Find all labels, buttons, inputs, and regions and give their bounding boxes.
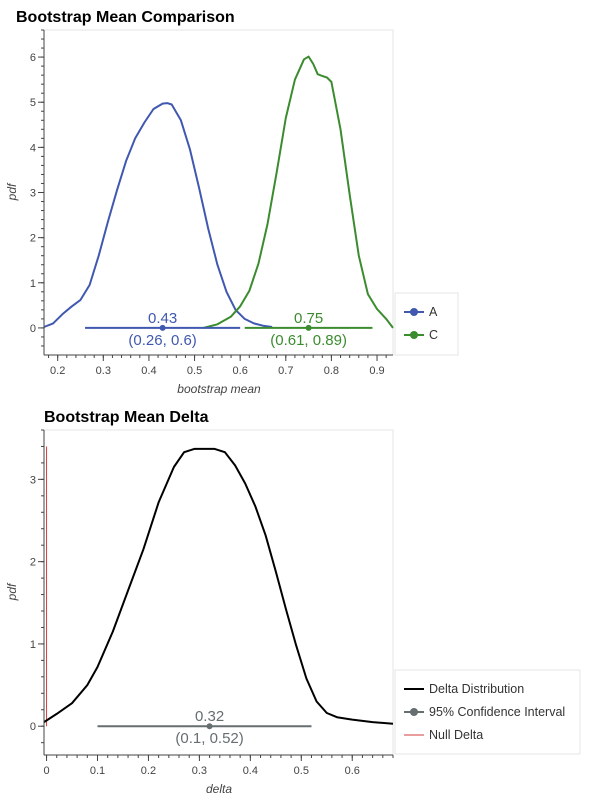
y-tick-label-comparison: 3 [30,188,36,200]
legend-item-a[interactable]: A [404,305,438,319]
legend-item-confidence-interval[interactable]: 95% Confidence Interval [404,705,565,719]
mean-marker-a [159,324,166,331]
plot-frame-delta [43,429,394,756]
x-tick-label-delta: 0.5 [294,765,309,777]
x-axis-label-delta: delta [206,782,232,796]
x-tick-label-delta: 0.4 [243,765,258,777]
y-tick-label-delta: 3 [30,474,36,486]
ci-label-c: (0.61, 0.89) [270,332,347,349]
legend-marker-c [410,331,418,339]
mean-marker-delta [206,723,213,730]
y-tick-label-comparison: 6 [30,52,36,64]
mean-label-c: 0.75 [294,310,323,327]
mean-label-a: 0.43 [148,310,177,327]
y-axis-label-comparison: pdf [5,182,19,201]
annotations-delta: 0.32 (0.1, 0.52) [97,708,312,747]
x-tick-label-delta: 0.6 [345,765,360,777]
legend-marker-a [410,308,418,316]
x-tick-label-delta: 0 [43,765,49,777]
density-curve-delta [43,447,394,725]
x-tick-label-comparison: 0.2 [50,365,65,377]
y-tick-label-comparison: 4 [30,142,36,154]
x-tick-label-delta: 0.1 [90,765,105,777]
y-tick-label-delta: 1 [30,639,36,651]
mean-marker-c [305,324,312,331]
legend-label-a: A [429,305,438,319]
y-axis-label-delta: pdf [5,582,19,601]
y-tick-label-delta: 2 [30,557,36,569]
legend-comparison: A C [394,292,459,356]
legend-label-c: C [429,328,438,342]
ci-label-a: (0.26, 0.6) [128,332,196,349]
x-tick-label-delta: 0.2 [141,765,156,777]
series-curves-comparison [43,55,394,329]
x-axis-comparison: 0.2 0.3 0.4 0.5 0.6 0.7 0.8 0.9 [44,354,393,377]
legend-label-confidence-interval: 95% Confidence Interval [429,705,565,719]
legend-marker-confidence-interval [410,708,418,716]
y-tick-label-comparison: 0 [30,323,36,335]
chart-comparison: Bootstrap Mean Comparison 0 1 2 3 4 5 6 0.2 0.3… [5,9,459,396]
legend-delta: Delta Distribution 95% Confidence Interv… [394,669,581,755]
y-tick-label-delta: 0 [30,721,36,733]
x-axis-delta: 0 0.1 0.2 0.3 0.4 0.5 0.6 [43,754,394,777]
x-axis-label-comparison: bootstrap mean [177,382,261,396]
annotations-comparison: 0.43 (0.26, 0.6) 0.75 (0.61, 0.89) [85,310,373,349]
density-curve-c [203,55,394,329]
legend-item-c[interactable]: C [404,328,438,342]
y-tick-label-comparison: 5 [30,97,36,109]
chart-title-comparison: Bootstrap Mean Comparison [16,9,235,26]
y-tick-label-comparison: 1 [30,278,36,290]
x-tick-label-comparison: 0.9 [369,365,384,377]
legend-box-delta [394,669,581,755]
x-tick-label-delta: 0.3 [192,765,207,777]
x-tick-label-comparison: 0.3 [96,365,111,377]
legend-label-null-delta: Null Delta [429,728,483,742]
legend-box-comparison [394,292,459,356]
legend-item-delta-distribution[interactable]: Delta Distribution [404,682,524,696]
mean-label-delta: 0.32 [195,708,224,725]
y-tick-label-comparison: 2 [30,233,36,245]
x-tick-label-comparison: 0.8 [324,365,339,377]
legend-item-null-delta[interactable]: Null Delta [404,728,483,742]
legend-label-delta-distribution: Delta Distribution [429,682,524,696]
x-tick-label-comparison: 0.6 [233,365,248,377]
x-tick-label-comparison: 0.7 [278,365,293,377]
series-curves-delta [43,446,394,727]
y-axis-delta: 0 1 2 3 [30,429,45,755]
density-curve-a [43,102,273,328]
plot-frame-comparison [43,29,394,356]
y-axis-comparison: 0 1 2 3 4 5 6 [30,29,45,355]
chart-title-delta: Bootstrap Mean Delta [44,409,209,426]
x-tick-label-comparison: 0.5 [187,365,202,377]
ci-label-delta: (0.1, 0.52) [175,730,243,747]
x-tick-label-comparison: 0.4 [141,365,156,377]
